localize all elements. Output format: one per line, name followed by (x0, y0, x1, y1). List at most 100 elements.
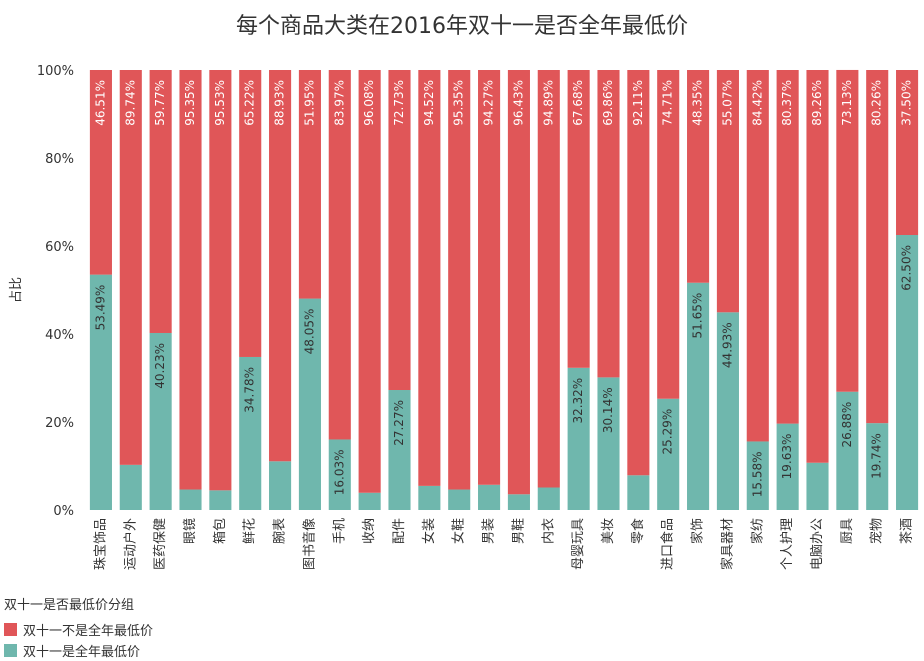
x-tick-label: 男装 (482, 518, 497, 544)
data-label-lowest: 19.63% (780, 434, 794, 480)
x-tick-label: 手机 (332, 518, 347, 544)
data-label-not-lowest: 69.86% (601, 80, 615, 126)
bar-lowest (836, 391, 859, 510)
x-tick-label: 箱包 (212, 518, 228, 544)
legend-label-not-lowest: 双十一不是全年最低价 (23, 624, 154, 639)
chart-title: 每个商品大类在2016年双十一是否全年最低价 (236, 14, 688, 39)
bar-not-lowest (567, 70, 590, 368)
data-label-not-lowest: 96.43% (511, 80, 525, 126)
bar-lowest (687, 282, 710, 510)
bar-not-lowest (89, 70, 112, 275)
bar-not-lowest (746, 70, 769, 442)
x-tick-label: 女鞋 (451, 518, 467, 544)
bar-not-lowest (179, 70, 202, 490)
bar-lowest (179, 489, 202, 510)
bar-lowest (627, 475, 650, 510)
bar-lowest (478, 484, 501, 510)
bar-not-lowest (209, 70, 232, 491)
data-label-not-lowest: 74.71% (661, 80, 675, 126)
x-tick-label: 美妆 (601, 518, 616, 544)
x-tick-label: 运动户外 (122, 518, 138, 570)
x-tick-label: 眼镜 (183, 518, 198, 544)
bar-lowest (328, 439, 351, 510)
data-label-not-lowest: 94.27% (482, 80, 496, 126)
bar-lowest (209, 490, 232, 510)
data-label-not-lowest: 83.97% (332, 80, 346, 126)
bar-not-lowest (716, 70, 739, 313)
bar-lowest (746, 441, 769, 510)
data-label-lowest: 19.74% (870, 433, 884, 479)
y-tick-label: 60% (45, 240, 74, 255)
data-label-lowest: 62.50% (900, 245, 914, 291)
bar-not-lowest (537, 70, 560, 488)
legend-item-not-lowest[interactable]: 双十一不是全年最低价 (4, 619, 153, 640)
data-label-lowest: 15.58% (750, 451, 764, 497)
bar-not-lowest (627, 70, 650, 476)
bar-lowest (806, 462, 829, 510)
x-tick-label: 收纳 (362, 518, 377, 544)
x-tick-label: 内衣 (540, 518, 556, 544)
x-tick-label: 女装 (421, 518, 437, 544)
data-label-not-lowest: 96.08% (362, 80, 376, 126)
data-label-not-lowest: 59.77% (153, 80, 167, 126)
bar-lowest (269, 461, 292, 510)
data-label-not-lowest: 80.26% (870, 80, 884, 126)
bar-lowest (298, 298, 321, 510)
legend-swatch-lowest (4, 644, 17, 657)
bar-not-lowest (418, 70, 441, 486)
x-tick-label: 个人护理 (780, 518, 795, 570)
data-label-not-lowest: 65.22% (243, 80, 257, 126)
legend-swatch-not-lowest (4, 623, 17, 636)
bar-lowest (119, 464, 142, 510)
x-tick-label: 家饰 (690, 518, 706, 544)
bar-not-lowest (149, 70, 172, 333)
bar-lowest (358, 492, 381, 510)
data-label-lowest: 30.14% (601, 387, 615, 433)
bar-not-lowest (478, 70, 501, 485)
bar-lowest (149, 332, 172, 510)
data-label-not-lowest: 51.95% (302, 80, 316, 126)
bar-lowest (507, 494, 530, 510)
data-label-not-lowest: 92.11% (631, 80, 645, 126)
bar-not-lowest (866, 70, 889, 424)
bar-not-lowest (119, 70, 142, 465)
bar-lowest (388, 390, 411, 510)
x-tick-label: 腕表 (272, 518, 288, 544)
data-label-not-lowest: 89.74% (123, 80, 137, 126)
bar-not-lowest (806, 70, 829, 463)
x-tick-label: 电脑办公 (810, 518, 825, 570)
data-label-lowest: 16.03% (332, 449, 346, 495)
data-label-not-lowest: 72.73% (392, 80, 406, 126)
data-label-not-lowest: 95.35% (452, 80, 466, 126)
bar-lowest (418, 485, 441, 510)
data-label-lowest: 25.29% (661, 409, 675, 455)
bar-lowest (716, 312, 739, 510)
bar-not-lowest (298, 70, 321, 299)
bar-lowest (597, 377, 620, 510)
x-tick-label: 图书音像 (301, 518, 317, 570)
y-tick-label: 100% (37, 64, 74, 79)
data-label-lowest: 34.78% (243, 367, 257, 413)
data-label-lowest: 26.88% (840, 402, 854, 448)
data-label-not-lowest: 46.51% (93, 80, 107, 126)
bar-not-lowest (507, 70, 530, 495)
bar-not-lowest (269, 70, 292, 462)
data-label-lowest: 44.93% (720, 322, 734, 368)
data-label-not-lowest: 37.50% (900, 80, 914, 126)
bar-not-lowest (657, 70, 680, 399)
legend-label-lowest: 双十一是全年最低价 (23, 645, 141, 660)
bar-not-lowest (687, 70, 710, 283)
y-tick-label: 80% (45, 152, 74, 167)
bar-not-lowest (448, 70, 471, 490)
bar-lowest (866, 423, 889, 510)
bar-lowest (89, 274, 112, 510)
x-tick-label: 进口食品 (660, 518, 676, 570)
legend-title: 双十一是否最低价分组 (4, 598, 135, 613)
data-label-not-lowest: 95.53% (213, 80, 227, 126)
bar-not-lowest (358, 70, 381, 493)
data-label-not-lowest: 80.37% (780, 80, 794, 126)
data-label-not-lowest: 95.35% (183, 80, 197, 126)
bar-lowest (776, 423, 799, 510)
legend-item-lowest[interactable]: 双十一是全年最低价 (4, 640, 153, 661)
